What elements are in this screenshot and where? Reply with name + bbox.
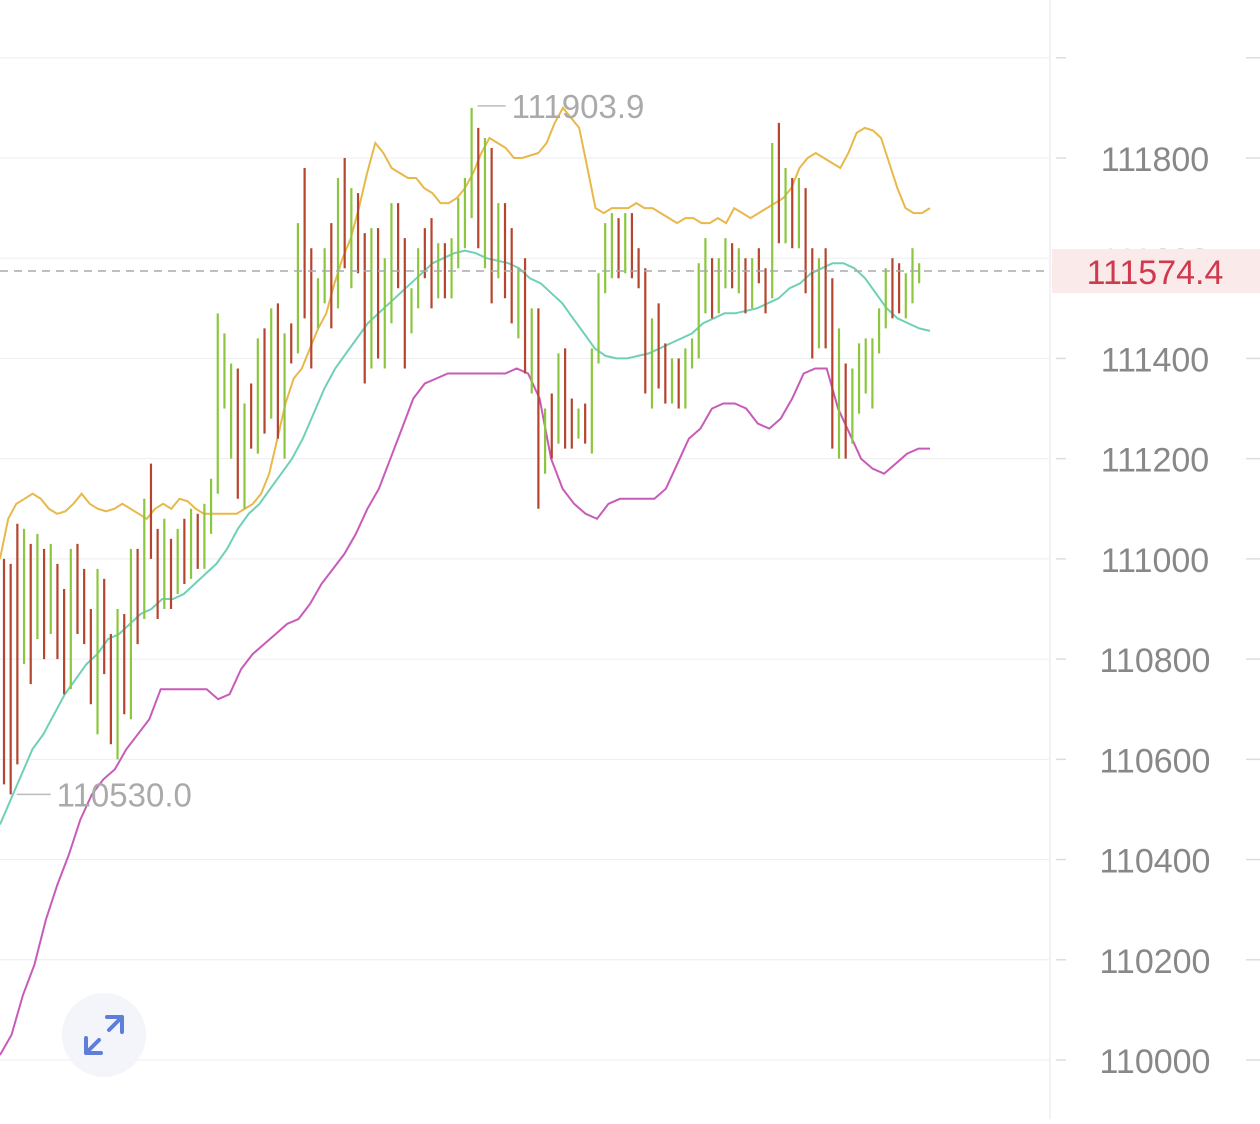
y-tick-label: 110400 [1100,843,1211,881]
y-tick-label: 110200 [1100,943,1211,981]
expand-arrows-icon [84,1015,124,1055]
y-tick-label: 111800 [1101,141,1209,179]
current-price-tag [1052,249,1260,294]
upper-band-line [0,106,931,560]
low-price-label: 110530.0 [57,776,192,813]
middle-band-line [0,249,931,825]
lower-band-line [0,367,930,1056]
y-tick-label: 110800 [1100,642,1211,680]
y-tick-label: 110600 [1100,742,1211,780]
high-price-label: 111903.9 [512,88,645,125]
price-axis-panel: 1118001116001114001112001110001108001106… [1049,0,1260,1119]
y-tick-label: 110000 [1100,1043,1211,1081]
expand-chart-button[interactable] [62,993,146,1077]
ohlc-bars [2,107,921,795]
current-price-label: 111574.4 [1087,254,1224,292]
chart-labels: 111574.4 111903.9 110530.0 [0,88,1260,813]
y-tick-label: 111200 [1101,442,1209,480]
y-tick-label: 111400 [1101,341,1209,379]
bollinger-bands [0,106,931,1056]
y-tick-label: 111000 [1101,542,1209,580]
